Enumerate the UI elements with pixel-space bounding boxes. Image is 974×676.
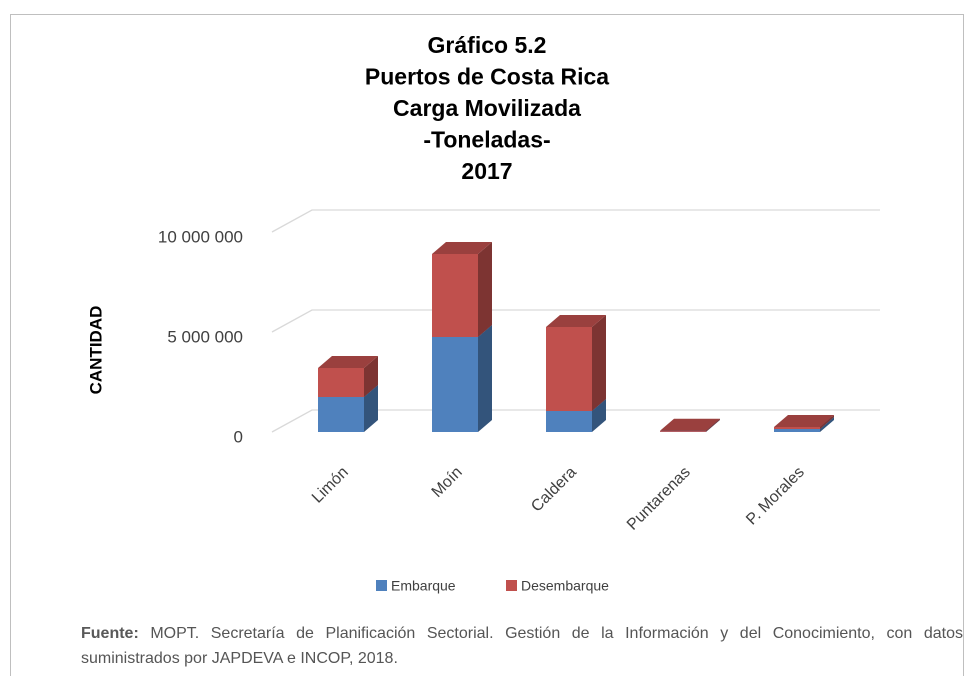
- bar-top: [660, 418, 720, 431]
- chart-title: Puertos de Costa Rica: [365, 64, 609, 90]
- y-tick-label: 5 000 000: [167, 327, 243, 346]
- bar-side: [592, 399, 606, 432]
- legend-label: Desembarque: [521, 578, 609, 594]
- bar: [432, 254, 478, 337]
- bar-side: [478, 242, 492, 337]
- x-tick-label: Caldera: [528, 464, 580, 516]
- bar-side: [478, 325, 492, 432]
- y-tick-label: 10 000 000: [158, 227, 243, 246]
- bar-top: [774, 415, 834, 427]
- bar-side: [820, 415, 834, 429]
- bar-side: [706, 419, 720, 432]
- bar-side: [592, 315, 606, 411]
- bar-top: [318, 356, 378, 368]
- grid-line: [271, 409, 880, 433]
- chart-title: -Toneladas-: [423, 127, 550, 153]
- y-axis-label: CANTIDAD: [86, 306, 105, 395]
- frame: [10, 14, 964, 676]
- chart-title: 2017: [461, 158, 512, 184]
- legend-label: Embarque: [391, 578, 456, 594]
- bar-top: [546, 315, 606, 327]
- bar: [318, 397, 364, 432]
- x-tick-label: Limón: [309, 464, 352, 507]
- legend-swatch: [376, 580, 387, 591]
- x-tick-label: Moín: [429, 464, 466, 501]
- y-tick-label: 0: [234, 427, 243, 446]
- grid-line: [271, 309, 880, 333]
- chart-title: Carga Movilizada: [393, 95, 581, 121]
- bar-side: [706, 418, 720, 432]
- grid-line: [271, 209, 880, 233]
- bar-top: [432, 242, 492, 254]
- x-tick-label: P. Morales: [743, 464, 808, 529]
- footer: Fuente: MOPT. Secretaría de Planificació…: [81, 621, 963, 671]
- footer-label: Fuente:: [81, 625, 139, 642]
- bar: [774, 427, 820, 429]
- chart-title: Gráfico 5.2: [428, 32, 547, 58]
- bar-side: [364, 385, 378, 432]
- bar-side: [820, 417, 834, 432]
- bar: [546, 411, 592, 432]
- footer-text: MOPT. Secretaría de Planificación Sector…: [81, 625, 963, 667]
- bar: [318, 368, 364, 397]
- bar: [432, 337, 478, 432]
- bar: [546, 327, 592, 411]
- x-tick-label: Puntarenas: [624, 464, 694, 534]
- legend-swatch: [506, 580, 517, 591]
- bar: [660, 430, 706, 432]
- bar-side: [364, 356, 378, 397]
- bar: [774, 429, 820, 432]
